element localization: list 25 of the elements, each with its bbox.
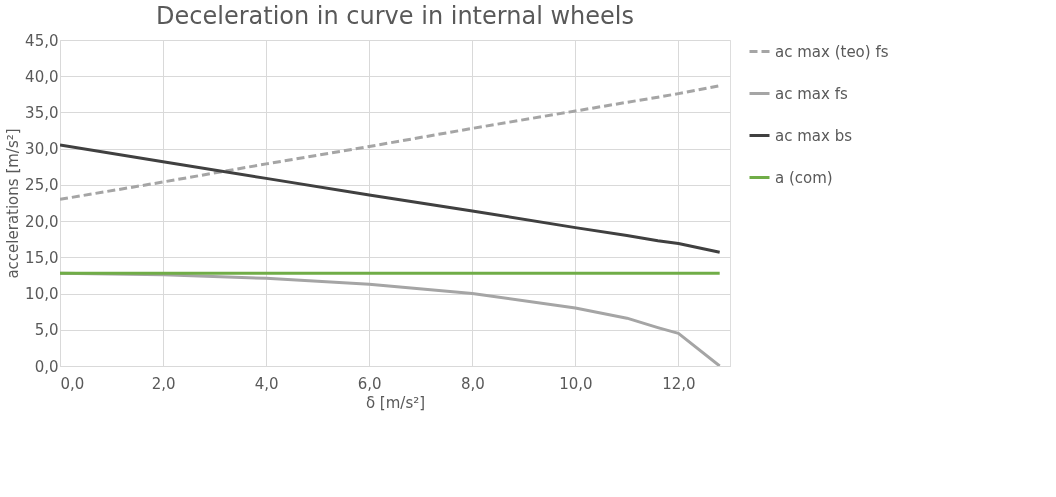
legend-label: a (com) (775, 168, 833, 187)
y-tick-label: 5,0 (34, 321, 59, 340)
y-tick-label: 40,0 (25, 67, 59, 86)
y-tick-label: 30,0 (25, 140, 59, 159)
y-tick-label: 45,0 (25, 31, 59, 50)
line-series (60, 143, 722, 254)
y-tick-label: 25,0 (25, 176, 59, 195)
y-tick-label: 10,0 (25, 285, 59, 304)
y-tick-label: 20,0 (25, 212, 59, 231)
x-tick-label: 10,0 (559, 374, 593, 393)
x-tick-label: 2,0 (151, 374, 176, 393)
x-tick-label: 8,0 (460, 374, 485, 393)
legend-label: ac max bs (775, 126, 853, 145)
x-tick-label: 4,0 (254, 374, 279, 393)
y-tick-label: 15,0 (25, 248, 59, 267)
chart-title: Deceleration in curve in internal wheels (156, 2, 634, 30)
legend-label: ac max (teo) fs (775, 42, 889, 61)
x-axis-title: δ [m/s²] (365, 393, 426, 412)
x-tick-label: 0,0 (60, 374, 85, 393)
x-tick-label: 6,0 (357, 374, 382, 393)
y-tick-label: 0,0 (34, 357, 59, 376)
x-tick-label: 12,0 (662, 374, 696, 393)
legend-label: ac max fs (775, 84, 848, 103)
y-axis-title: accelerations [m/s²] (4, 128, 23, 279)
y-tick-label: 35,0 (25, 103, 59, 122)
